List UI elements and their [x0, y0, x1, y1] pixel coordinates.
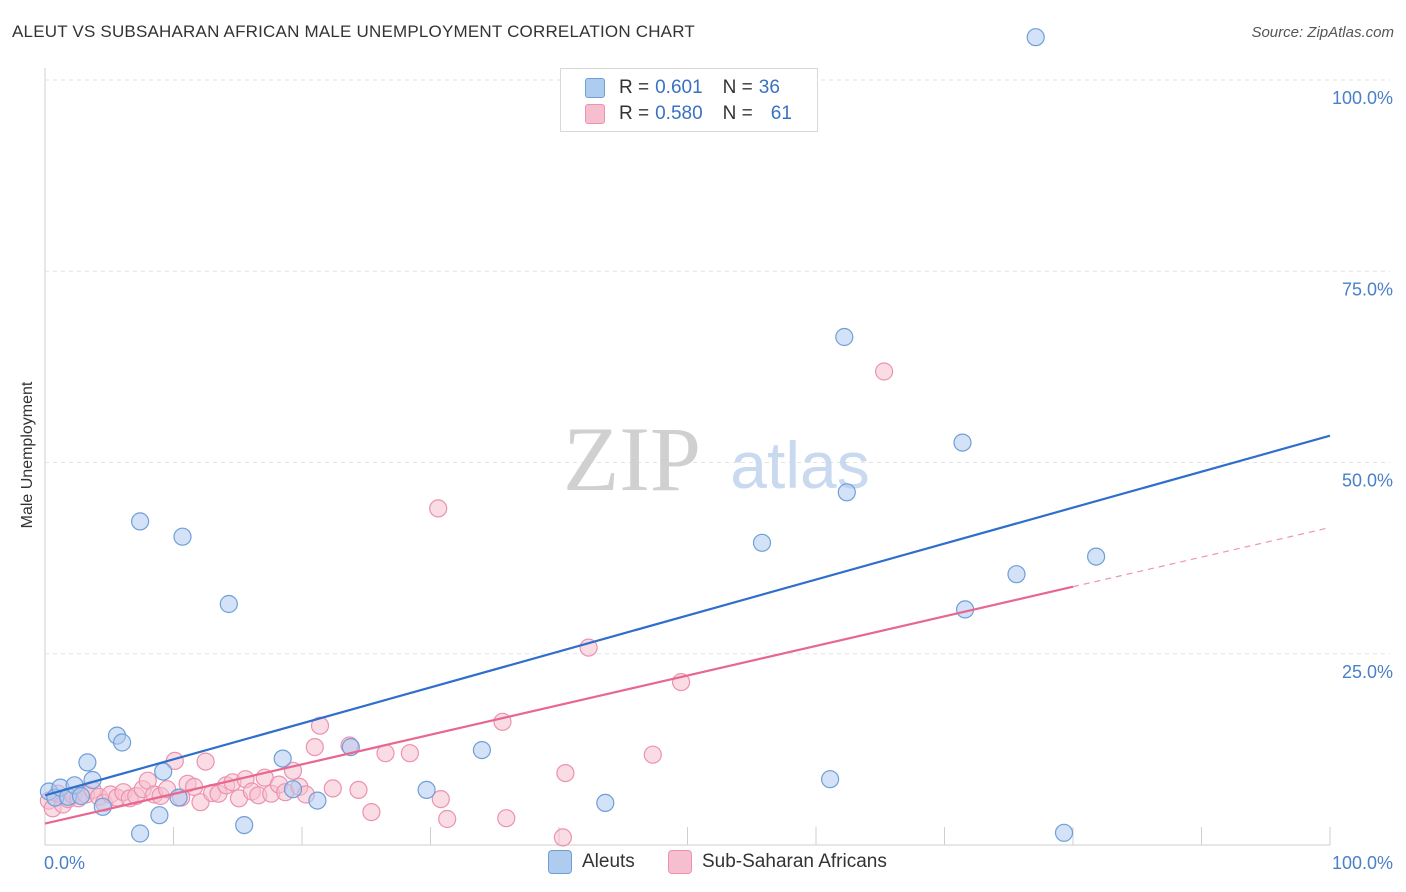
data-point-aleut: [1007, 565, 1026, 584]
legend-swatch-aleuts: [548, 850, 572, 874]
legend-swatch-africans: [668, 850, 692, 874]
legend-swatch-aleut: [585, 78, 605, 98]
data-point-aleut: [1054, 823, 1074, 842]
legend-item-aleuts[interactable]: Aleuts: [548, 850, 635, 874]
legend-label-aleuts: Aleuts: [582, 851, 635, 872]
data-point-aleut: [273, 749, 292, 768]
axis-ticks: 25.0% 50.0% 75.0% 100.0% 0.0% 100.0%: [44, 88, 1393, 873]
legend-label-africans: Sub-Saharan Africans: [702, 851, 887, 872]
data-point-african: [349, 780, 368, 800]
y-tick-label: 50.0%: [1342, 471, 1393, 491]
legend-swatch-african: [585, 104, 605, 124]
grid-lines: [44, 68, 1390, 846]
data-point-aleut: [283, 780, 303, 799]
legend-r-value: 0.601: [655, 77, 703, 98]
watermark-zip: ZIP: [563, 408, 701, 510]
data-point-african: [429, 499, 448, 518]
data-point-aleut: [131, 824, 150, 843]
legend-n-label: N =: [722, 103, 753, 124]
data-point-aleut: [173, 527, 192, 546]
data-point-aleut: [472, 740, 491, 760]
data-point-african: [323, 779, 342, 798]
trendlines: [44, 434, 1331, 825]
data-point-aleut: [154, 762, 173, 781]
correlation-legend: R = 0.601 N = 36 R = 0.580 N = 61: [560, 68, 818, 132]
data-point-african: [438, 809, 457, 829]
trendline-african: [44, 585, 1074, 825]
data-point-aleut: [820, 770, 840, 789]
data-point-aleut: [596, 793, 615, 813]
data-point-african: [874, 362, 894, 381]
legend-row-aleut: R = 0.601 N = 36: [585, 75, 780, 101]
y-tick-label: 100.0%: [1332, 88, 1393, 108]
data-point-aleut: [112, 733, 132, 752]
data-point-aleut: [835, 327, 854, 347]
trendline-aleut: [44, 434, 1331, 797]
data-point-african: [643, 745, 662, 764]
legend-n-label: N =: [722, 77, 753, 98]
data-point-aleut: [1026, 28, 1045, 47]
data-point-aleut: [150, 806, 169, 825]
data-point-aleut: [752, 533, 772, 552]
legend-r-label: R =: [619, 103, 650, 124]
trendline-african-extension: [1072, 526, 1331, 588]
watermark: ZIP atlas: [563, 408, 870, 510]
legend-item-africans[interactable]: Sub-Saharan Africans: [668, 850, 887, 874]
data-point-aleut: [308, 791, 327, 810]
legend-r-value: 0.580: [655, 103, 703, 124]
data-point-african: [497, 809, 516, 828]
data-point-aleut: [131, 512, 150, 531]
data-point-african: [553, 828, 573, 847]
data-point-african: [556, 763, 575, 783]
data-point-aleut: [235, 815, 254, 835]
y-tick-label: 75.0%: [1342, 279, 1393, 299]
series-legend: Aleuts Sub-Saharan Africans: [0, 850, 1406, 878]
data-point-african: [196, 752, 215, 771]
legend-n-value: 36: [758, 77, 780, 98]
data-point-african: [431, 789, 450, 809]
legend-r-label: R =: [619, 77, 650, 98]
data-point-african: [362, 802, 381, 822]
data-point-aleut: [78, 753, 97, 772]
data-point-aleut: [417, 780, 436, 800]
data-point-aleut: [71, 786, 91, 806]
x-tick-label: 100.0%: [1332, 853, 1393, 873]
source-label: Source: ZipAtlas.com: [1251, 24, 1394, 41]
legend-row-african: R = 0.580 N = 61: [585, 101, 792, 127]
data-point-aleut: [219, 594, 238, 614]
y-tick-label: 25.0%: [1342, 662, 1393, 682]
x-tick-label: 0.0%: [44, 853, 85, 873]
data-point-aleut: [1086, 547, 1106, 566]
data-point-african: [400, 744, 419, 763]
data-point-aleut: [837, 483, 856, 502]
chart-title: ALEUT VS SUBSAHARAN AFRICAN MALE UNEMPLO…: [12, 22, 695, 41]
data-point-african: [305, 737, 324, 757]
data-point-aleut: [953, 433, 972, 452]
legend-n-value: 61: [770, 103, 792, 124]
